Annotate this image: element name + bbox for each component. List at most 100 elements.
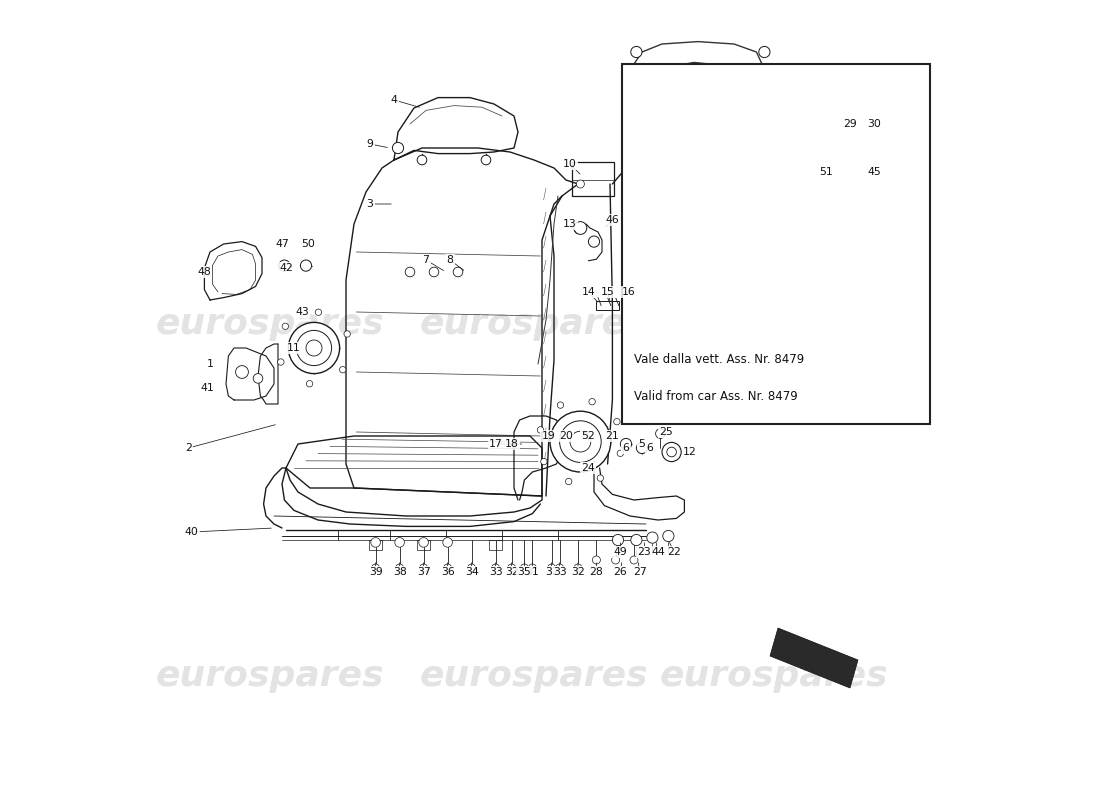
Text: 48: 48 — [198, 267, 211, 277]
Text: Valid from car Ass. Nr. 8479: Valid from car Ass. Nr. 8479 — [634, 390, 798, 402]
Text: 37: 37 — [417, 567, 430, 577]
Circle shape — [282, 323, 288, 330]
FancyBboxPatch shape — [621, 64, 930, 424]
Text: 16: 16 — [621, 287, 636, 297]
Text: 14: 14 — [582, 287, 595, 297]
Text: 8: 8 — [447, 255, 453, 265]
Text: 33: 33 — [552, 567, 567, 577]
Text: 43: 43 — [295, 307, 309, 317]
Circle shape — [588, 398, 595, 405]
Circle shape — [662, 442, 681, 462]
Text: 31: 31 — [526, 567, 539, 577]
Circle shape — [617, 450, 624, 457]
Circle shape — [574, 222, 586, 234]
Circle shape — [537, 426, 543, 433]
Text: 40: 40 — [185, 527, 198, 537]
Circle shape — [316, 309, 321, 315]
Text: 10: 10 — [563, 159, 576, 169]
Text: 33: 33 — [488, 567, 503, 577]
Circle shape — [453, 267, 463, 277]
Text: 32: 32 — [544, 567, 559, 577]
Circle shape — [393, 142, 404, 154]
Circle shape — [620, 438, 631, 450]
Text: 38: 38 — [393, 567, 407, 577]
Circle shape — [344, 330, 351, 337]
Circle shape — [278, 260, 290, 271]
Text: 34: 34 — [464, 567, 478, 577]
Text: 20: 20 — [559, 431, 573, 441]
Text: 29: 29 — [843, 119, 857, 129]
Polygon shape — [770, 628, 858, 688]
Text: 6: 6 — [623, 443, 629, 453]
Circle shape — [419, 538, 428, 547]
Text: 15: 15 — [601, 287, 615, 297]
Text: 42: 42 — [279, 263, 293, 273]
Circle shape — [520, 564, 528, 572]
Circle shape — [429, 267, 439, 277]
Text: 4: 4 — [390, 95, 397, 105]
Circle shape — [277, 359, 284, 366]
Text: 22: 22 — [667, 547, 681, 557]
Circle shape — [667, 447, 676, 457]
Text: 50: 50 — [301, 239, 316, 249]
Circle shape — [235, 366, 249, 378]
Text: 17: 17 — [488, 439, 503, 449]
Circle shape — [371, 538, 381, 547]
Circle shape — [443, 564, 452, 572]
Circle shape — [565, 478, 572, 485]
Circle shape — [630, 534, 642, 546]
Circle shape — [492, 564, 499, 572]
Circle shape — [417, 155, 427, 165]
Text: 32: 32 — [571, 567, 585, 577]
Circle shape — [613, 534, 624, 546]
Text: 1: 1 — [207, 359, 213, 369]
Text: eurospares: eurospares — [420, 659, 648, 693]
Text: eurospares: eurospares — [420, 307, 648, 341]
Circle shape — [253, 374, 263, 383]
Circle shape — [288, 322, 340, 374]
Circle shape — [296, 330, 331, 366]
Text: 13: 13 — [563, 219, 576, 229]
Circle shape — [405, 267, 415, 277]
Circle shape — [614, 418, 620, 425]
Circle shape — [340, 366, 345, 373]
Circle shape — [656, 429, 666, 438]
Text: 19: 19 — [541, 431, 556, 441]
Circle shape — [593, 556, 601, 564]
Circle shape — [574, 564, 582, 572]
Circle shape — [396, 564, 404, 572]
Circle shape — [759, 46, 770, 58]
Circle shape — [647, 532, 658, 543]
Text: 5: 5 — [639, 439, 646, 449]
Circle shape — [306, 340, 322, 356]
Text: 7: 7 — [422, 255, 429, 265]
Circle shape — [630, 556, 638, 564]
Text: 24: 24 — [582, 463, 595, 473]
Circle shape — [419, 564, 428, 572]
Circle shape — [597, 475, 604, 482]
Text: 47: 47 — [275, 239, 289, 249]
Text: 3: 3 — [366, 199, 373, 209]
Circle shape — [630, 46, 642, 58]
Text: 36: 36 — [441, 567, 454, 577]
Circle shape — [570, 431, 591, 452]
Text: eurospares: eurospares — [660, 659, 889, 693]
Text: 21: 21 — [605, 431, 619, 441]
Circle shape — [481, 155, 491, 165]
Text: 32: 32 — [505, 567, 518, 577]
Circle shape — [556, 564, 563, 572]
Text: eurospares: eurospares — [660, 307, 889, 341]
Circle shape — [637, 442, 648, 454]
Circle shape — [576, 180, 584, 188]
Text: eurospares: eurospares — [156, 659, 384, 693]
Text: 2: 2 — [185, 443, 191, 453]
Circle shape — [548, 564, 556, 572]
Circle shape — [395, 538, 405, 547]
Circle shape — [560, 421, 602, 462]
Circle shape — [443, 538, 452, 547]
Text: 12: 12 — [683, 447, 697, 457]
Circle shape — [588, 236, 600, 247]
Text: Vale dalla vett. Ass. Nr. 8479: Vale dalla vett. Ass. Nr. 8479 — [634, 354, 804, 366]
Text: 18: 18 — [505, 439, 518, 449]
Text: 30: 30 — [867, 119, 881, 129]
